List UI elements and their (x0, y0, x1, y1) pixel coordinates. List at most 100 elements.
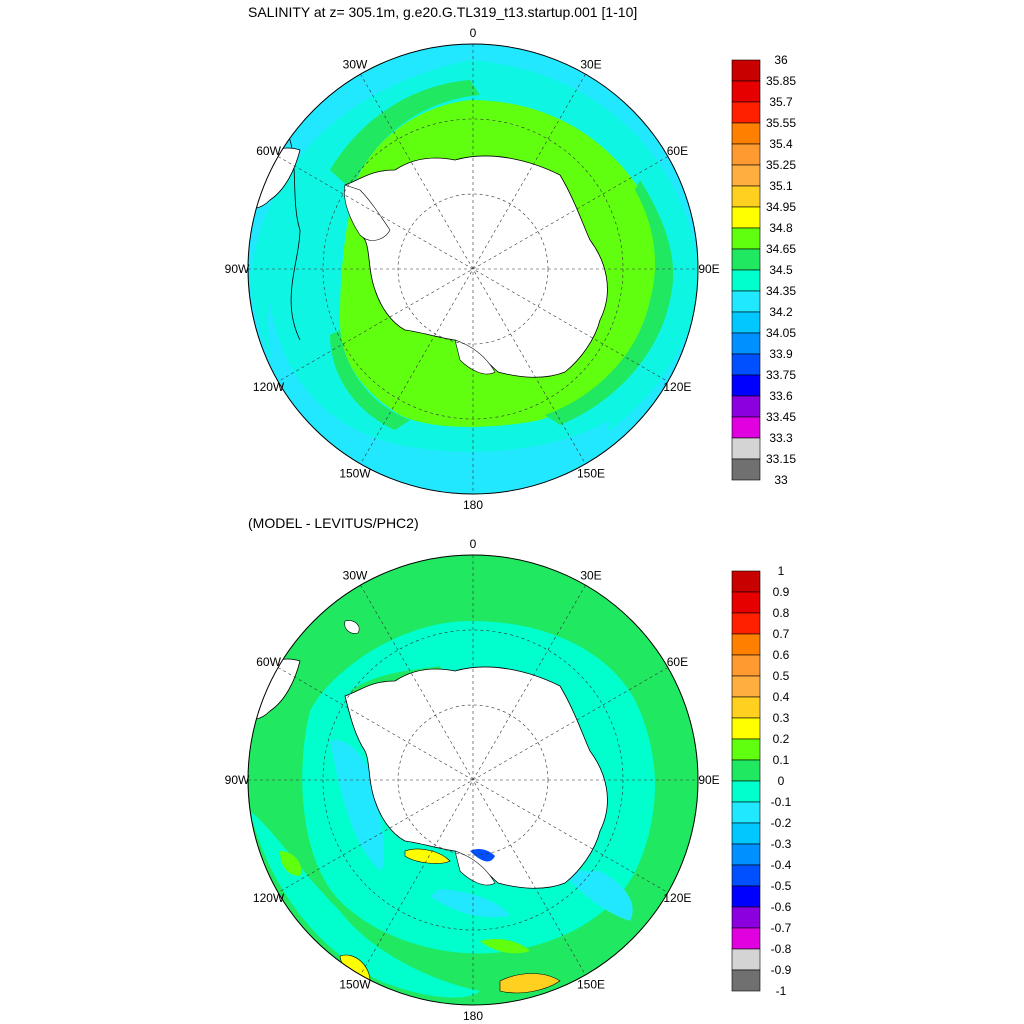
colorbar-swatch (731, 227, 761, 250)
colorbar-swatch (731, 206, 761, 229)
colorbar-label: 34.5 (769, 263, 793, 277)
colorbar-label: 0.6 (773, 648, 790, 662)
antarctica-landmass (344, 666, 608, 889)
colorbar-swatch (731, 717, 761, 740)
antarctica-landmass (344, 155, 608, 378)
map-title-salinity: SALINITY at z= 305.1m, g.e20.G.TL319_t13… (248, 4, 638, 20)
colorbar-label: -0.5 (771, 879, 792, 893)
colorbar-label: 35.4 (769, 137, 793, 151)
colorbar-label: 33.75 (766, 368, 796, 382)
colorbar-swatch (731, 353, 761, 376)
colorbar-label: -0.4 (771, 858, 792, 872)
colorbar-swatch (731, 164, 761, 187)
colorbar-label: 33.3 (769, 431, 793, 445)
colorbar-label: 35.1 (769, 179, 793, 193)
longitude-label: 90E (698, 773, 719, 787)
colorbar-swatch (731, 696, 761, 719)
longitude-label: 30W (343, 569, 368, 583)
colorbar-label: -1 (776, 984, 787, 998)
map-boundary (247, 43, 699, 495)
colorbar-label: 34.05 (766, 326, 796, 340)
longitude-labels: 0 30E 60E 90E 120E 150E 180 150W 120W 90W 60W 30W (225, 26, 720, 512)
longitude-label: 60W (256, 144, 281, 158)
map-boundary (247, 554, 699, 1006)
colorbar-swatch (731, 906, 761, 929)
colorbar-label: 33.45 (766, 410, 796, 424)
colorbar-swatch (731, 143, 761, 166)
anomaly-colorbar: 1 0.9 0.8 0.7 0.6 0.5 0.4 0.3 0.2 0.1 0 -0.1 -0.2 -0.… (731, 564, 792, 998)
colorbar-swatch (731, 248, 761, 271)
map-title-anomaly: (MODEL - LEVITUS/PHC2) (248, 515, 419, 531)
anomaly-polar-map: 0 30E 60E 90E 120E 150E 180 150W 120W 90W 60W 30W 1… (225, 537, 792, 1023)
longitude-label: 90E (698, 262, 719, 276)
colorbar-label: 34.35 (766, 284, 796, 298)
colorbar-label: 0.9 (773, 585, 790, 599)
longitude-label: 150E (577, 977, 605, 991)
colorbar-swatch (731, 759, 761, 782)
colorbar-swatch (731, 843, 761, 866)
salinity-polar-map: 0 30E 60E 90E 120E 150E 180 150W 120W 90W 60W 30W 3… (225, 26, 797, 512)
colorbar-label: -0.7 (771, 921, 792, 935)
colorbar-label: 1 (778, 564, 785, 578)
longitude-label: 120E (663, 891, 691, 905)
colorbar-swatch (731, 864, 761, 887)
colorbar-label: 33.6 (769, 389, 793, 403)
longitude-label: 60E (667, 655, 688, 669)
colorbar-label: 36 (774, 53, 788, 67)
colorbar-swatch (731, 311, 761, 334)
anomaly-field (248, 555, 698, 1005)
colorbar-swatch (731, 801, 761, 824)
colorbar-swatch (731, 395, 761, 418)
colorbar-label: -0.6 (771, 900, 792, 914)
longitude-label: 60W (256, 655, 281, 669)
colorbar-label: 33 (774, 473, 788, 487)
colorbar-swatch (731, 290, 761, 313)
colorbar-label: 34.95 (766, 200, 796, 214)
colorbar-swatch (731, 612, 761, 635)
colorbar-label: 0.3 (773, 711, 790, 725)
longitude-label: 120W (253, 380, 285, 394)
longitude-label: 0 (470, 26, 477, 40)
longitude-label: 30W (343, 58, 368, 72)
colorbar-label: -0.3 (771, 837, 792, 851)
longitude-label: 30E (580, 569, 601, 583)
colorbar-swatch (731, 185, 761, 208)
longitude-label: 150W (339, 977, 371, 991)
colorbar-label: 0.1 (773, 753, 790, 767)
colorbar-label: 0.8 (773, 606, 790, 620)
colorbar-label: 33.9 (769, 347, 793, 361)
longitude-label: 30E (580, 58, 601, 72)
longitude-label: 90W (225, 773, 250, 787)
colorbar-swatch (731, 458, 761, 481)
longitude-label: 180 (463, 498, 483, 512)
colorbar-label: 0.2 (773, 732, 790, 746)
longitude-label: 120W (253, 891, 285, 905)
colorbar-swatch (731, 59, 761, 82)
colorbar-swatch (731, 332, 761, 355)
colorbar-swatch (731, 437, 761, 460)
longitude-label: 120E (663, 380, 691, 394)
colorbar-swatch (731, 416, 761, 439)
colorbar-label: 0 (778, 774, 785, 788)
colorbar-swatch (731, 122, 761, 145)
graticule (248, 555, 698, 1005)
colorbar-label: -0.8 (771, 942, 792, 956)
longitude-label: 150E (577, 466, 605, 480)
colorbar-swatch (731, 374, 761, 397)
colorbar-label: 35.25 (766, 158, 796, 172)
colorbar-swatch (731, 927, 761, 950)
graticule (248, 44, 698, 494)
colorbar-swatch (731, 675, 761, 698)
colorbar-swatch (731, 885, 761, 908)
colorbar-label: 35.55 (766, 116, 796, 130)
colorbar-swatch (731, 654, 761, 677)
colorbar-swatch (731, 570, 761, 593)
colorbar-label: -0.9 (771, 963, 792, 977)
salinity-colorbar: 36 35.85 35.7 35.55 35.4 35.25 35.1 34.95 34.8 34… (731, 53, 796, 487)
colorbar-swatch (731, 969, 761, 992)
colorbar-swatch (731, 633, 761, 656)
colorbar-label: 0.5 (773, 669, 790, 683)
colorbar-swatch (731, 822, 761, 845)
colorbar-label: 33.15 (766, 452, 796, 466)
colorbar-swatch (731, 738, 761, 761)
